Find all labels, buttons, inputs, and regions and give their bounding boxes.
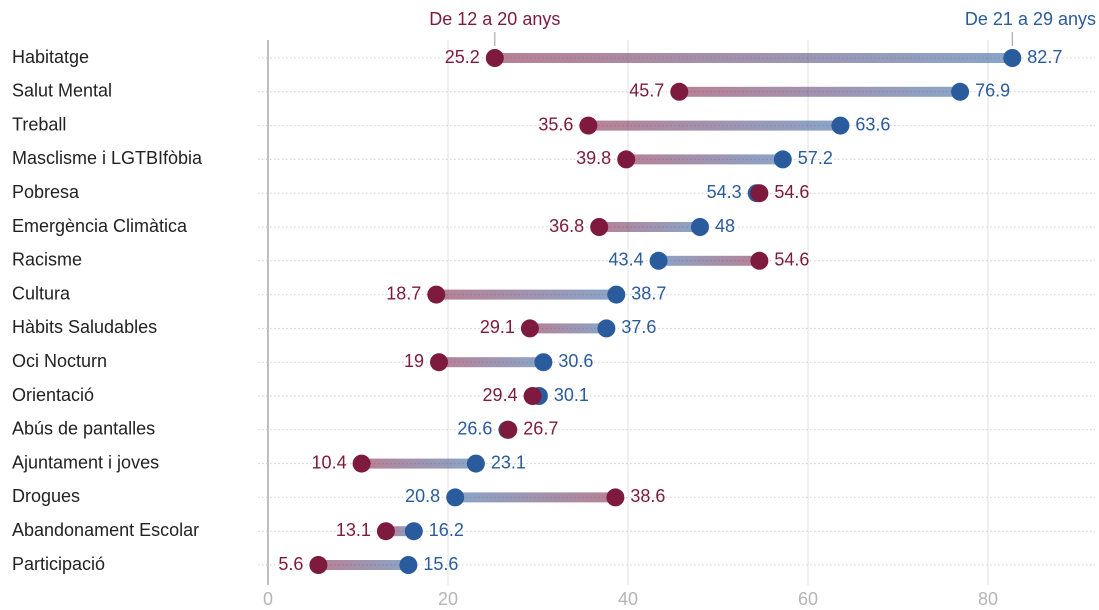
value-label: 43.4 [609,250,644,270]
dot [649,251,668,270]
value-label: 29.1 [480,317,515,337]
connector [529,323,607,334]
value-label: 10.4 [312,452,347,472]
category-label: Cultura [12,283,71,303]
value-label: 38.7 [631,283,666,303]
value-label: 48 [715,216,735,236]
value-label: 15.6 [423,554,458,574]
value-label: 45.7 [629,81,664,101]
value-label: 16.2 [429,520,464,540]
dot [523,387,542,405]
category-label: Emergència Climàtica [12,216,188,236]
value-label: 35.6 [538,114,573,134]
x-tick-label: 40 [618,589,638,609]
connector [679,86,961,97]
value-label: 29.4 [483,385,518,405]
legend-label: De 12 a 20 anys [429,9,560,29]
dot [427,285,446,304]
connector [361,458,476,469]
category-label: Treball [12,114,66,134]
value-label: 54.6 [774,182,809,202]
category-label: Salut Mental [12,81,112,101]
dot [750,251,769,270]
dot [309,556,328,574]
dot [670,82,689,101]
x-tick-label: 0 [263,589,273,609]
dot [691,218,709,236]
connector [626,154,783,165]
dot [606,488,625,507]
category-label: Hàbits Saludables [12,317,157,337]
value-label: 19 [404,351,424,371]
value-label: 76.9 [975,81,1010,101]
dot [376,522,395,541]
category-label: Orientació [12,385,94,405]
category-label: Ajuntament i joves [12,452,159,472]
x-tick-label: 80 [978,589,998,609]
connector [436,289,617,300]
category-label: Pobresa [12,182,80,202]
category-label: Abús de pantalles [12,419,155,439]
value-label: 30.1 [554,385,589,405]
category-label: Habitatge [12,47,89,67]
connector [385,526,414,537]
category-label: Drogues [12,486,80,506]
dot [1003,49,1022,67]
connector [658,255,760,266]
dot [590,218,609,236]
dot [352,454,371,473]
value-label: 26.7 [523,419,558,439]
value-label: 36.8 [549,216,584,236]
legend-label: De 21 a 29 anys [965,9,1096,29]
category-label: Oci Nocturn [12,351,107,371]
connector [599,222,700,232]
category-label: Masclisme i LGTBIfòbia [12,148,203,168]
value-label: 57.2 [798,148,833,168]
value-label: 82.7 [1027,47,1062,67]
value-label: 54.6 [774,250,809,270]
dot [404,522,423,541]
dot [446,488,465,507]
value-label: 37.6 [621,317,656,337]
x-tick-label: 60 [798,589,818,609]
value-label: 18.7 [386,283,421,303]
value-label: 13.1 [336,520,371,540]
value-label: 30.6 [558,351,593,371]
dot [617,150,636,169]
dot [499,420,518,439]
dot [399,556,418,574]
value-label: 54.3 [707,182,742,202]
dot [773,150,792,169]
value-label: 63.6 [855,114,890,134]
value-label: 25.2 [445,47,480,67]
value-label: 39.8 [576,148,611,168]
x-tick-label: 20 [438,589,458,609]
connector [455,492,616,503]
dot [430,353,448,372]
dot [534,353,553,372]
dot [520,319,539,338]
value-label: 26.6 [457,419,492,439]
dot [831,116,850,135]
category-label: Racisme [12,250,82,270]
value-label: 23.1 [491,452,526,472]
dot [597,319,616,338]
dot [485,49,504,67]
connector [494,53,1013,63]
category-label: Participació [12,554,105,574]
dot [466,454,485,473]
dot [750,184,769,203]
dot [607,285,626,304]
connector [318,560,409,570]
dot [951,82,970,101]
category-label: Abandonament Escolar [12,520,199,540]
value-label: 38.6 [630,486,665,506]
connector [588,120,841,131]
value-label: 5.6 [278,554,303,574]
connector [439,357,544,368]
dot [579,116,598,135]
value-label: 20.8 [405,486,440,506]
